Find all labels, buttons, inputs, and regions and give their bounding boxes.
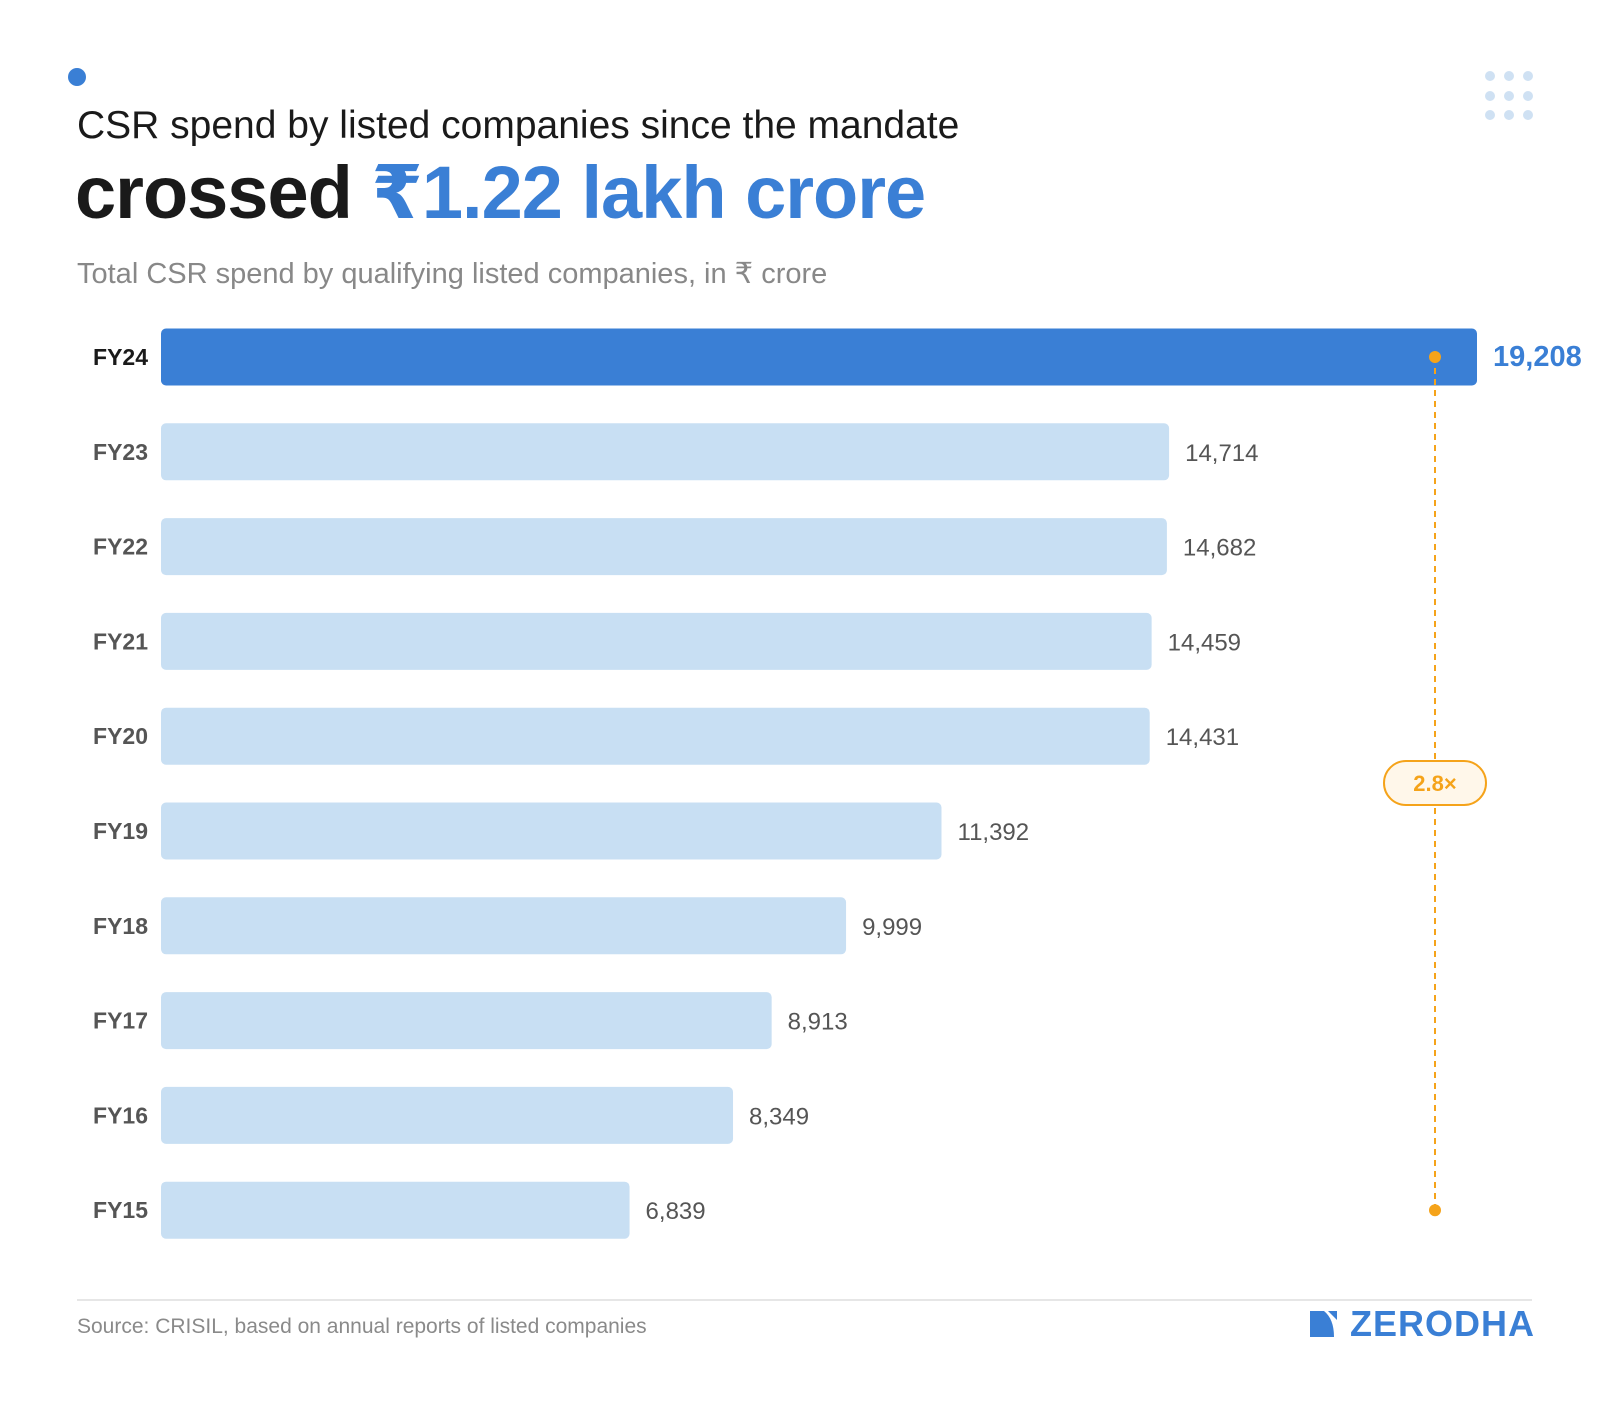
- growth-badge: [1383, 760, 1487, 806]
- grid-dot: [1523, 71, 1533, 81]
- value-label: 19,208: [1493, 341, 1582, 373]
- category-label: FY16: [93, 1102, 148, 1128]
- bar-fy18: [161, 897, 847, 955]
- value-label: 14,682: [1183, 535, 1256, 562]
- grid-dot: [1485, 110, 1495, 120]
- source-note: Source: CRISIL, based on annual reports …: [77, 1315, 647, 1338]
- connector-end-dot: [1429, 1204, 1441, 1217]
- value-label: 6,839: [646, 1198, 706, 1225]
- value-label: 11,392: [958, 819, 1030, 846]
- bar-fy16: [161, 1086, 734, 1144]
- value-label: 8,913: [788, 1009, 848, 1036]
- bar-fy22: [161, 518, 1167, 576]
- title-line-2: crossed ₹1.22 lakh crore: [75, 150, 926, 236]
- growth-badge-label: 2.8×: [1413, 771, 1456, 796]
- accent-dot: [68, 68, 86, 86]
- value-label: 14,714: [1185, 440, 1258, 467]
- zerodha-logo: ZERODHA: [1310, 1303, 1535, 1345]
- bar-fy23: [161, 423, 1170, 481]
- category-label: FY19: [93, 818, 148, 844]
- value-label: 14,459: [1168, 629, 1241, 656]
- category-label: FY22: [93, 534, 148, 560]
- category-label: FY20: [93, 723, 148, 749]
- footer-divider: [77, 1299, 1532, 1301]
- bar-fy24: [161, 328, 1477, 386]
- category-label: FY21: [93, 628, 148, 654]
- value-label: 8,349: [749, 1103, 809, 1130]
- subtitle: Total CSR spend by qualifying listed com…: [77, 258, 828, 290]
- connector-start-dot: [1429, 351, 1441, 363]
- grid-dot: [1504, 71, 1514, 81]
- title-line-1: CSR spend by listed companies since the …: [77, 104, 960, 147]
- category-label: FY18: [93, 913, 148, 939]
- bar-fy17: [161, 992, 772, 1050]
- brand-name: ZERODHA: [1350, 1303, 1535, 1344]
- zerodha-logo-icon: [1310, 1311, 1337, 1337]
- title-prefix: crossed: [75, 151, 372, 234]
- category-label: FY23: [93, 439, 148, 465]
- grid-dot: [1485, 91, 1495, 101]
- grid-dot: [1523, 91, 1533, 101]
- category-label: FY17: [93, 1008, 148, 1034]
- grid-dot: [1504, 91, 1514, 101]
- title-highlight: ₹1.22 lakh crore: [371, 151, 926, 234]
- value-label: 9,999: [862, 914, 922, 941]
- category-label: FY15: [93, 1197, 148, 1223]
- grid-dot: [1504, 110, 1514, 120]
- bar-fy20: [161, 707, 1150, 765]
- bar-fy21: [161, 612, 1152, 670]
- grid-dot: [1485, 71, 1495, 81]
- value-label: 14,431: [1166, 724, 1239, 751]
- category-label: FY24: [93, 344, 148, 370]
- bar-fy19: [161, 802, 942, 860]
- bar-fy15: [161, 1181, 630, 1239]
- grid-dot: [1523, 110, 1533, 120]
